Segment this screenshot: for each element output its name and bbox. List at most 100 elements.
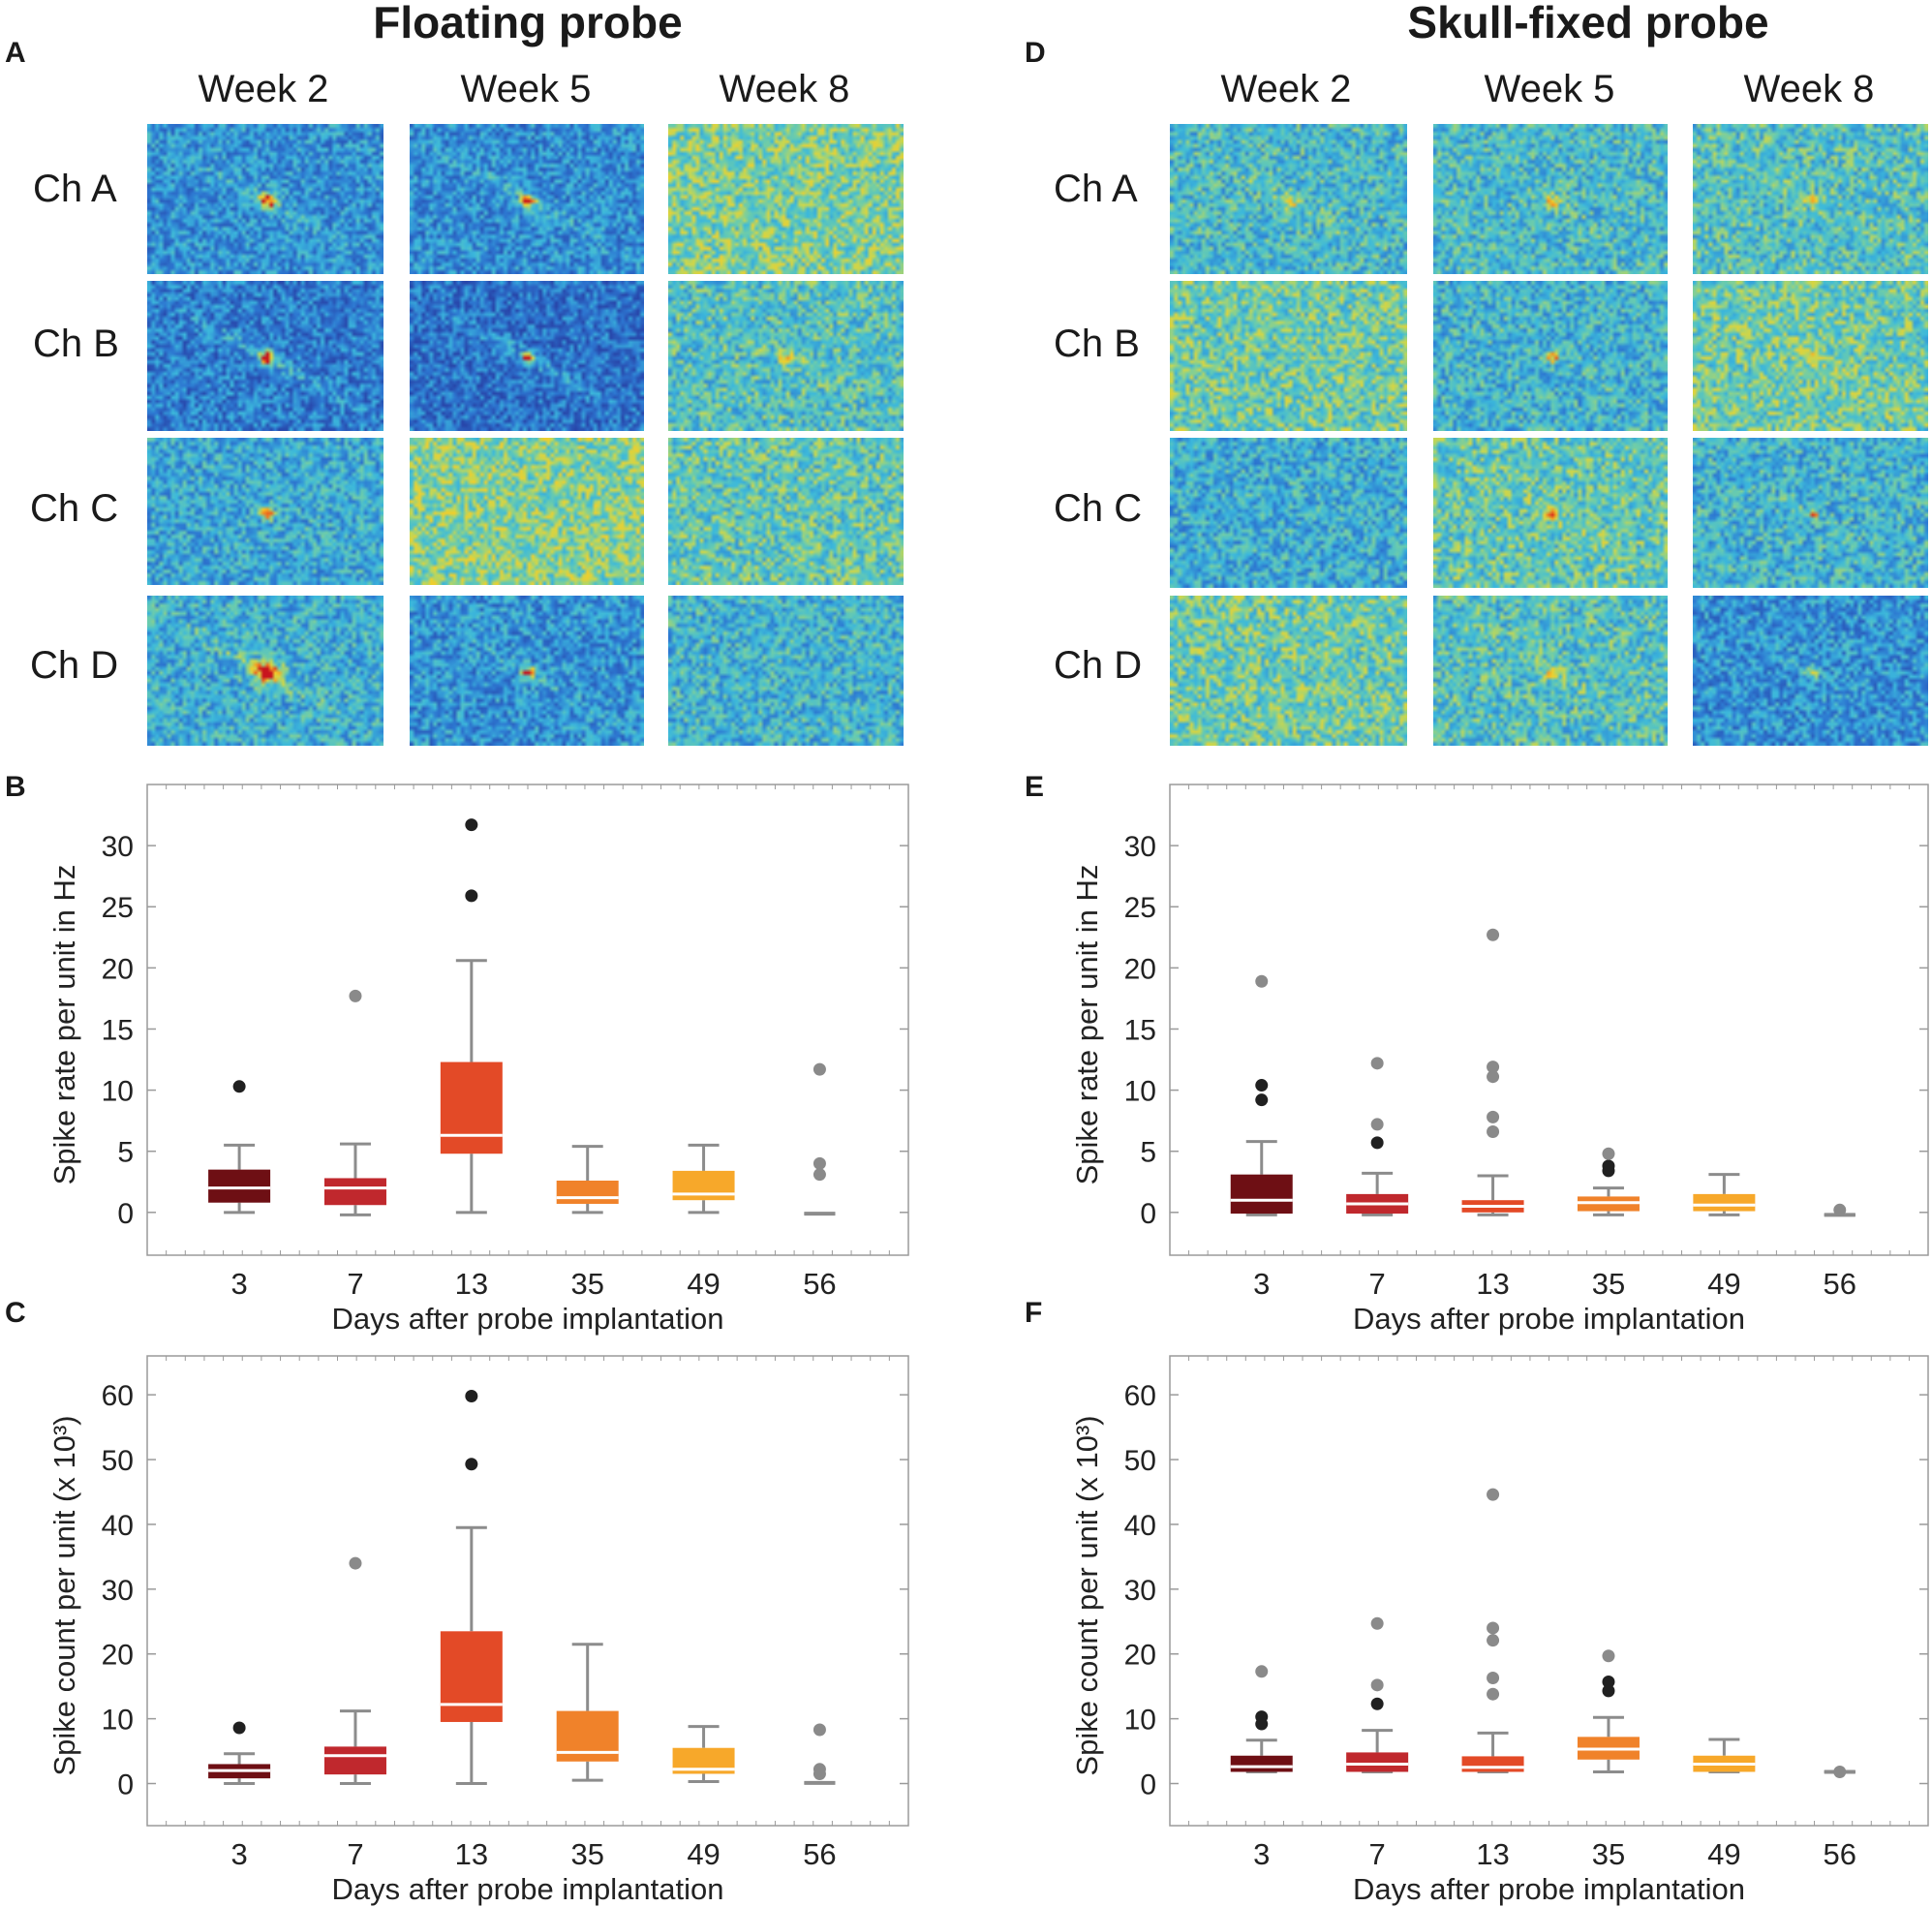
box-f-7-outlier: [1370, 1697, 1384, 1710]
box-e-13-outlier: [1487, 1125, 1500, 1139]
heatmap-d-cha-week2: [1170, 124, 1407, 274]
box-e-49: [1693, 1193, 1756, 1212]
plot-e-ytick-label: 15: [1124, 1014, 1156, 1046]
plot-c-xtick-label: 3: [230, 1837, 247, 1871]
plot-e-xtick-label: 56: [1824, 1267, 1856, 1301]
plot-e-xtick-label: 35: [1592, 1267, 1625, 1301]
panel-a-week-2: Week 2: [198, 68, 329, 110]
box-b-35: [556, 1180, 619, 1204]
plot-f-xtick-label: 13: [1476, 1837, 1509, 1871]
plot-f-ytick-label: 40: [1124, 1510, 1156, 1542]
box-c-7: [323, 1746, 386, 1775]
box-f-13-outlier: [1487, 1671, 1500, 1684]
box-e-7-outlier: [1370, 1118, 1384, 1131]
panel-d-ch-c: Ch C: [1054, 487, 1143, 530]
plot-f-xtick-label: 56: [1824, 1837, 1856, 1871]
heatmap-d-chc-week8: [1693, 438, 1928, 588]
plot-f-xtick-label: 49: [1707, 1837, 1740, 1871]
box-e-13-outlier: [1487, 1061, 1500, 1074]
plot-c-ytick-label: 40: [102, 1510, 134, 1542]
box-b-3: [208, 1169, 271, 1203]
panel-a-week-8: Week 8: [719, 68, 850, 110]
heatmap-a-cha-week2: [147, 124, 383, 274]
box-f-35-outlier: [1602, 1684, 1615, 1698]
box-f-35-outlier: [1602, 1649, 1615, 1663]
panel-label-f: F: [1025, 1297, 1043, 1329]
box-f-13-outlier: [1487, 1687, 1500, 1701]
heatmap-a-chb-week5: [410, 281, 644, 431]
plot-b-ytick-label: 30: [102, 831, 134, 863]
panel-d-ch-a: Ch A: [1054, 168, 1138, 210]
heatmap-d-chb-week5: [1433, 281, 1668, 431]
box-f-35-outlier: [1602, 1675, 1615, 1688]
plot-f-frame: [1169, 1355, 1929, 1827]
plot-e-ytick-label: 10: [1124, 1076, 1156, 1108]
plot-e-ytick-label: 20: [1124, 953, 1156, 985]
box-f-13-outlier: [1487, 1621, 1500, 1635]
plot-f-ytick-label: 20: [1124, 1640, 1156, 1672]
panel-a-ch-d: Ch D: [30, 644, 119, 687]
box-c-56-outlier: [813, 1763, 826, 1776]
plot-c-xtick-label: 7: [347, 1837, 363, 1871]
plot-b-xlabel: Days after probe implantation: [332, 1302, 724, 1336]
plot-c-xlabel: Days after probe implantation: [332, 1872, 724, 1906]
heatmap-a-chd-week5: [410, 596, 644, 746]
plot-c-ylabel: Spike count per unit (x 10³): [47, 1415, 81, 1775]
panel-label-e: E: [1025, 771, 1045, 803]
plot-c-xtick-label: 13: [455, 1837, 488, 1871]
plot-e-ylabel: Spike rate per unit in Hz: [1070, 865, 1104, 1185]
plot-e-ytick-label: 5: [1140, 1137, 1156, 1169]
heatmap-a-chd-week2: [147, 596, 383, 746]
plot-e-ytick-label: 30: [1124, 831, 1156, 863]
heatmap-d-chb-week2: [1170, 281, 1407, 431]
panel-a-ch-c: Ch C: [30, 487, 119, 530]
box-f-7: [1346, 1752, 1409, 1772]
panel-label-d: D: [1025, 37, 1046, 69]
heatmap-d-chd-week5: [1433, 596, 1668, 746]
plot-f-xtick-label: 35: [1592, 1837, 1625, 1871]
box-c-56-outlier: [813, 1723, 826, 1737]
plot-b-ytick-label: 25: [102, 892, 134, 924]
plot-c-ytick-label: 60: [102, 1380, 134, 1412]
plot-f-ytick-label: 0: [1140, 1769, 1156, 1801]
panel-d-ch-d: Ch D: [1054, 644, 1143, 687]
panel-label-a: A: [5, 37, 26, 69]
panel-label-c: C: [5, 1297, 26, 1329]
heatmap-d-cha-week8: [1693, 124, 1928, 274]
box-c-13-outlier: [465, 1389, 478, 1402]
panel-d-ch-b: Ch B: [1054, 323, 1140, 365]
plot-e-ytick-label: 25: [1124, 892, 1156, 924]
title-skull-fixed-probe: Skull-fixed probe: [1407, 0, 1769, 47]
box-e-35-outlier: [1602, 1159, 1615, 1173]
panel-d-week-5: Week 5: [1484, 68, 1615, 110]
box-f-3-outlier: [1255, 1665, 1269, 1678]
plot-c-ytick-label: 20: [102, 1640, 134, 1672]
heatmap-a-chd-week8: [668, 596, 904, 746]
plot-f-xtick-label: 7: [1369, 1837, 1386, 1871]
plot-f-ytick-label: 60: [1124, 1380, 1156, 1412]
panel-a-ch-a: Ch A: [33, 168, 117, 210]
plot-c-ytick-label: 50: [102, 1445, 134, 1477]
heatmap-a-chc-week8: [668, 438, 904, 585]
box-f-7-outlier: [1370, 1678, 1384, 1692]
heatmap-d-chc-week2: [1170, 438, 1407, 588]
heatmap-a-chb-week8: [668, 281, 904, 431]
plot-e-xlabel: Days after probe implantation: [1353, 1302, 1745, 1336]
plot-b-ytick-label: 5: [117, 1137, 134, 1169]
box-c-7-outlier: [349, 1556, 362, 1570]
plot-b-xtick-label: 7: [347, 1267, 363, 1301]
box-e-56-outlier: [1833, 1203, 1847, 1216]
plot-b-ytick-label: 0: [117, 1198, 134, 1230]
plot-c-ytick-label: 0: [117, 1769, 134, 1801]
box-f-7-outlier: [1370, 1616, 1384, 1630]
plot-c-ytick-label: 30: [102, 1575, 134, 1607]
plot-e-xtick-label: 13: [1476, 1267, 1509, 1301]
box-f-3: [1230, 1755, 1293, 1772]
box-b-7: [323, 1178, 386, 1206]
panel-a-ch-b: Ch B: [33, 323, 119, 365]
panel-d-week-8: Week 8: [1743, 68, 1875, 110]
plot-e-xtick-label: 49: [1707, 1267, 1740, 1301]
box-e-7-outlier: [1370, 1136, 1384, 1150]
box-b-13-outlier: [465, 889, 478, 903]
plot-f-xlabel: Days after probe implantation: [1353, 1872, 1745, 1906]
